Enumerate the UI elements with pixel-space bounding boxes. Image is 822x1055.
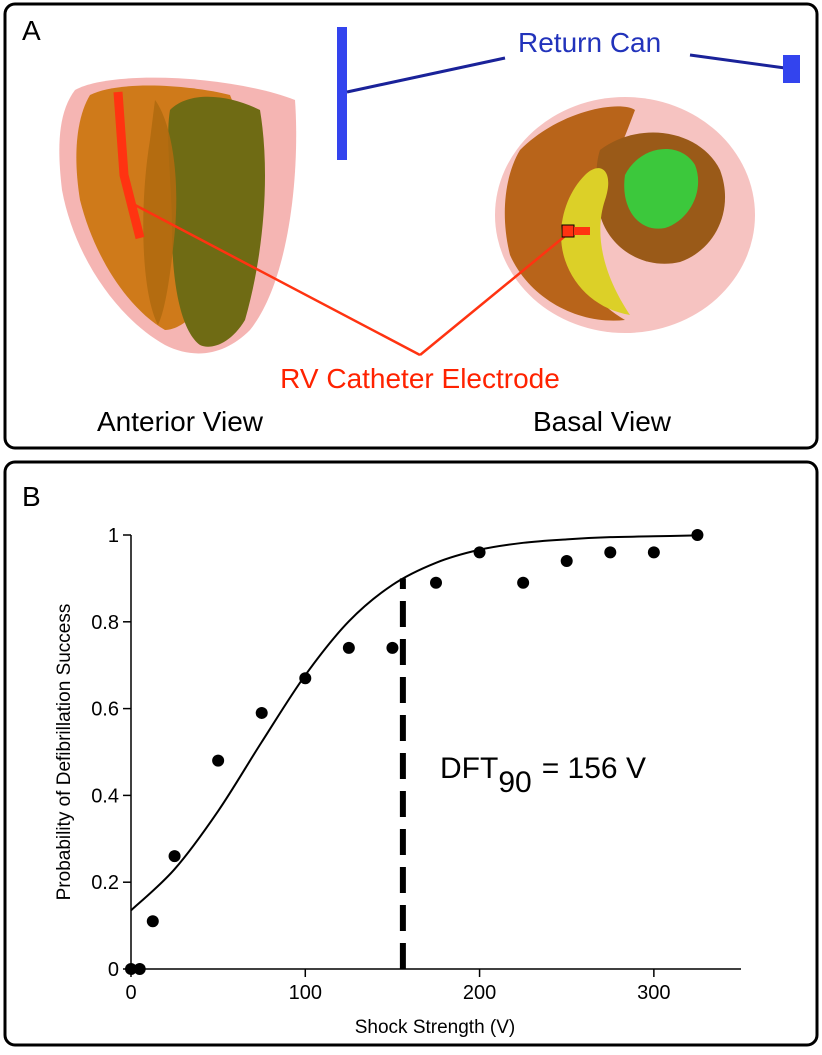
panel-label: A <box>22 15 41 46</box>
electrode-label: RV Catheter Electrode <box>280 363 560 394</box>
x-tick-label: 200 <box>463 982 496 1004</box>
data-point <box>604 546 617 559</box>
return-can <box>337 27 800 160</box>
x-axis-label: Shock Strength (V) <box>355 1017 516 1038</box>
data-point <box>517 576 530 589</box>
y-tick-label: 0.8 <box>91 612 119 634</box>
view-label: Anterior View <box>97 406 264 437</box>
data-point <box>473 546 486 559</box>
y-tick-label: 0.6 <box>91 699 119 721</box>
y-tick-label: 0.2 <box>91 872 119 894</box>
electrode <box>113 91 590 357</box>
y-tick-label: 0.4 <box>91 785 119 807</box>
data-point <box>560 555 573 568</box>
data-point <box>647 546 660 559</box>
x-tick-label: 300 <box>637 982 670 1004</box>
data-point <box>299 672 312 685</box>
x-tick-label: 0 <box>125 982 136 1004</box>
data-point <box>691 529 704 541</box>
return-can-label: Return Can <box>518 27 661 58</box>
data-point <box>146 915 159 928</box>
basal-heart <box>495 97 755 333</box>
data-point <box>255 706 268 719</box>
y-axis-label: Probability of Defibrillation Success <box>54 604 75 901</box>
x-tick-label: 100 <box>289 982 322 1004</box>
y-tick-label: 0 <box>108 959 119 981</box>
panel-label: B <box>22 481 41 512</box>
data-point <box>212 754 225 767</box>
annotation-text: DFT <box>440 752 498 785</box>
data-point <box>125 963 137 975</box>
data-point <box>133 963 146 975</box>
annotation-subscript: 90 <box>498 766 531 799</box>
panel-b-frame <box>3 460 819 1047</box>
view-label: Basal View <box>533 406 672 437</box>
annotation-suffix: = 156 V <box>542 752 646 785</box>
data-point <box>386 641 399 654</box>
y-tick-label: 1 <box>108 525 119 547</box>
data-point <box>168 850 181 863</box>
annotation: DFT90 = 156 V <box>440 752 646 799</box>
data-point <box>430 576 442 589</box>
data-point <box>342 641 355 654</box>
